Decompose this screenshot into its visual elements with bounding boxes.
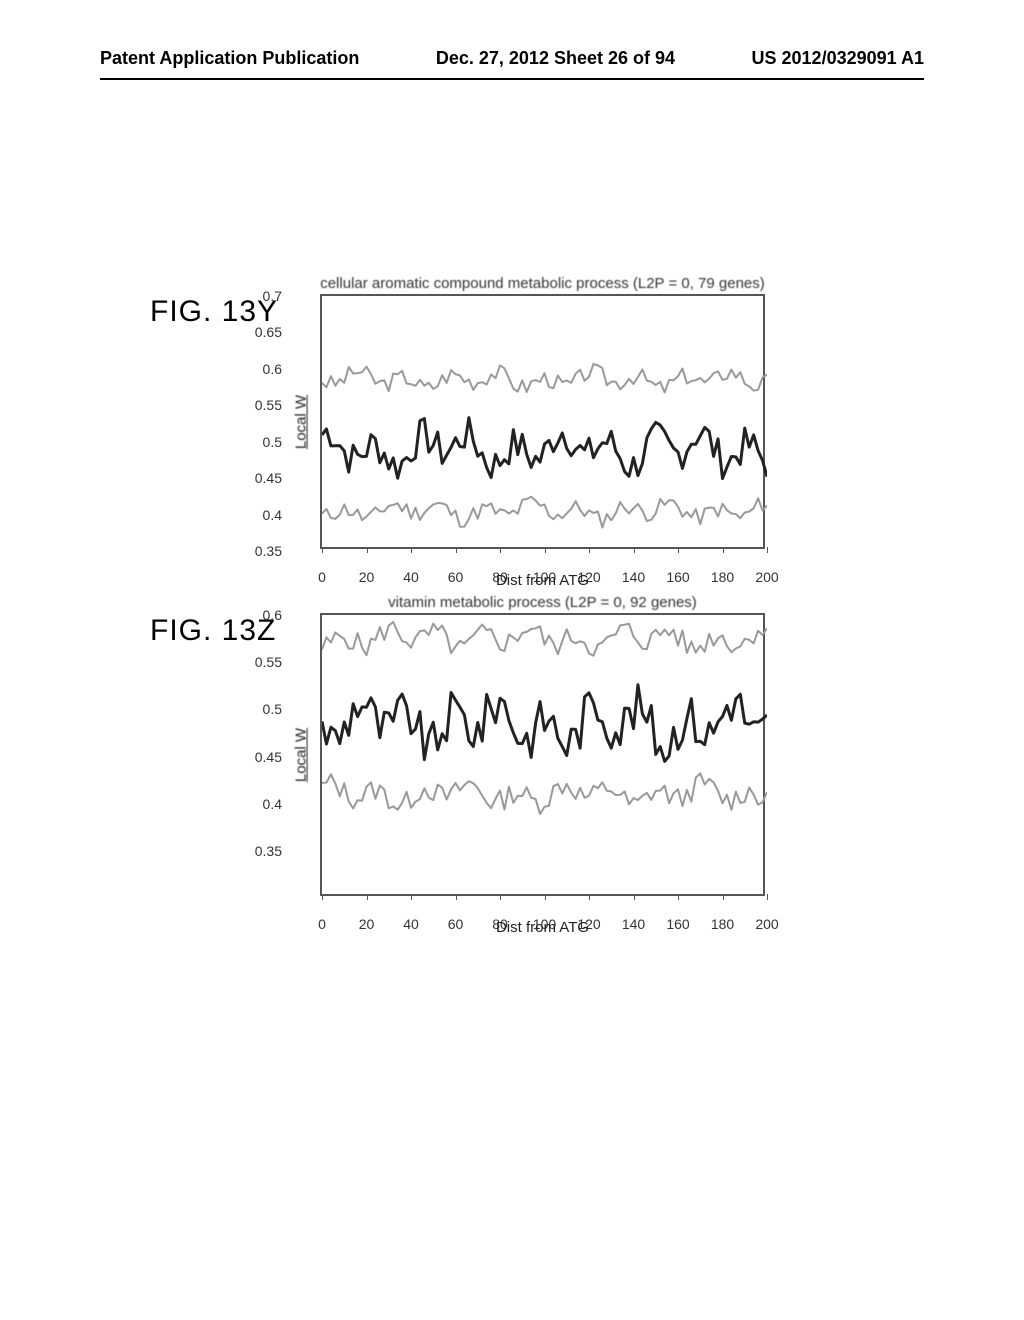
series-line [322, 418, 767, 479]
y-tick-label: 0.45 [255, 749, 282, 765]
y-tick-label: 0.6 [263, 607, 282, 623]
x-tick-label: 200 [755, 916, 778, 932]
x-axis-label: Dist from ATG [496, 919, 589, 936]
x-tick-label: 0 [318, 916, 326, 932]
x-tick-label: 0 [318, 569, 326, 585]
y-tick-label: 0.5 [263, 434, 282, 450]
plot-svg [322, 615, 767, 898]
x-tick-label: 180 [711, 916, 734, 932]
series-line [322, 773, 767, 814]
x-tick-label: 140 [622, 916, 645, 932]
header-divider [100, 78, 924, 80]
x-tick-label: 160 [666, 916, 689, 932]
x-tick-label: 40 [403, 569, 419, 585]
y-axis-label: Local W [293, 394, 310, 448]
x-tick-label: 20 [359, 916, 375, 932]
chart-title: vitamin metabolic process (L2P = 0, 92 g… [320, 594, 765, 611]
series-line [322, 622, 767, 656]
x-tick-label: 20 [359, 569, 375, 585]
figures-area: FIG. 13Ycellular aromatic compound metab… [150, 275, 870, 906]
header-left: Patent Application Publication [100, 48, 359, 69]
y-tick-label: 0.55 [255, 397, 282, 413]
x-tick-label: 140 [622, 569, 645, 585]
x-tick-label: 60 [448, 569, 464, 585]
x-tick-mark [767, 894, 768, 900]
series-line [322, 685, 767, 762]
series-line [322, 364, 767, 392]
x-tick-label: 40 [403, 916, 419, 932]
x-tick-label: 60 [448, 916, 464, 932]
y-tick-label: 0.7 [263, 288, 282, 304]
y-tick-label: 0.65 [255, 324, 282, 340]
chart: cellular aromatic compound metabolic pro… [320, 275, 765, 549]
chart: vitamin metabolic process (L2P = 0, 92 g… [320, 594, 765, 896]
figure-label: FIG. 13Z [150, 594, 320, 648]
x-tick-label: 200 [755, 569, 778, 585]
figure-row: FIG. 13Ycellular aromatic compound metab… [150, 275, 870, 549]
chart-title: cellular aromatic compound metabolic pro… [320, 275, 765, 292]
x-tick-mark [767, 547, 768, 553]
figure-label: FIG. 13Y [150, 275, 320, 329]
x-tick-label: 180 [711, 569, 734, 585]
chart-plot-area: Local W0.350.40.450.50.550.6020406080100… [320, 613, 765, 896]
y-tick-label: 0.4 [263, 507, 282, 523]
y-tick-label: 0.6 [263, 361, 282, 377]
x-axis-label: Dist from ATG [496, 572, 589, 589]
y-tick-label: 0.55 [255, 654, 282, 670]
y-tick-label: 0.45 [255, 470, 282, 486]
y-tick-label: 0.4 [263, 796, 282, 812]
plot-svg [322, 296, 767, 551]
x-tick-label: 160 [666, 569, 689, 585]
y-tick-label: 0.5 [263, 701, 282, 717]
figure-row: FIG. 13Zvitamin metabolic process (L2P =… [150, 594, 870, 896]
y-tick-label: 0.35 [255, 543, 282, 559]
series-line [322, 497, 767, 528]
header-center: Dec. 27, 2012 Sheet 26 of 94 [436, 48, 675, 69]
y-tick-label: 0.35 [255, 843, 282, 859]
page-header: Patent Application Publication Dec. 27, … [0, 48, 1024, 69]
header-right: US 2012/0329091 A1 [752, 48, 924, 69]
chart-plot-area: Local W0.350.40.450.50.550.60.650.702040… [320, 294, 765, 549]
y-axis-label: Local W [293, 727, 310, 781]
